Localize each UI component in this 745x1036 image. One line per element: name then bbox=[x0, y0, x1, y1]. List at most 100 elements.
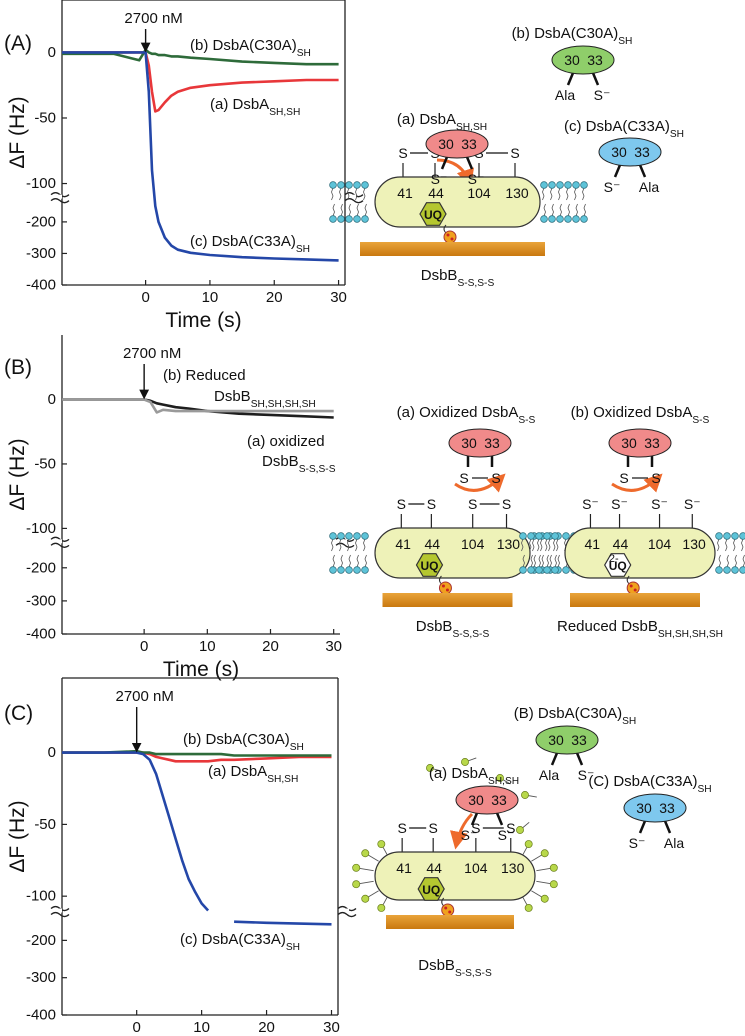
lipid-tail bbox=[566, 187, 570, 217]
protein-label: (a) Oxidized DsbAS-S bbox=[397, 404, 536, 426]
lipid-tail bbox=[363, 538, 367, 568]
lipid-tail bbox=[347, 187, 351, 217]
lipid-head bbox=[731, 532, 739, 540]
protein-label-part: SH bbox=[622, 716, 636, 727]
series-label-part: (a) DsbA bbox=[210, 96, 269, 113]
x-axis-title: Time (s) bbox=[163, 658, 239, 681]
residue-label: 30 bbox=[461, 435, 477, 451]
y-axis-title: ΔF (Hz) bbox=[6, 800, 29, 872]
lipid-tail bbox=[347, 538, 351, 568]
membrane-label: DsbBS-S,S-S bbox=[418, 957, 492, 979]
residue-label: 30 bbox=[636, 800, 652, 816]
lipid-head bbox=[516, 826, 524, 834]
lipid-head bbox=[540, 215, 548, 223]
lipid-head bbox=[337, 566, 345, 574]
lipid-head bbox=[527, 532, 535, 540]
lipid-head bbox=[329, 566, 337, 574]
lipid-head bbox=[353, 181, 361, 189]
thiol-label: S⁻ bbox=[498, 827, 515, 843]
lipid-tail bbox=[556, 538, 560, 568]
anchor-icon bbox=[626, 581, 640, 595]
lipid-head bbox=[548, 181, 556, 189]
membrane-label-part: DsbB bbox=[418, 957, 455, 974]
dsba-protein bbox=[608, 428, 672, 458]
membrane-label-part: S-S,S-S bbox=[457, 278, 494, 289]
dsba-protein bbox=[598, 137, 662, 167]
axis-break bbox=[50, 542, 70, 548]
dsba-protein bbox=[425, 129, 489, 159]
lipid-head bbox=[549, 880, 558, 889]
sulfur-label: S⁻ bbox=[611, 496, 628, 512]
membrane-label-part: DsbB bbox=[421, 267, 458, 284]
sulfur-label: S bbox=[429, 820, 438, 836]
series-label-part: SH,SH bbox=[269, 107, 300, 118]
sulfur-label: S bbox=[506, 820, 515, 836]
protein-label-part: SH bbox=[670, 129, 684, 140]
residue-label: 130 bbox=[501, 860, 525, 876]
dsba-protein bbox=[448, 428, 512, 458]
lipid-tail bbox=[331, 538, 335, 568]
x-tick-label: 30 bbox=[330, 289, 347, 306]
lipid-head bbox=[353, 566, 361, 574]
lipid-tail bbox=[574, 187, 578, 217]
series-label: (c) DsbA(C33A)SH bbox=[190, 233, 310, 255]
lipid-head bbox=[580, 215, 588, 223]
thiol-label: S⁻ bbox=[594, 87, 611, 103]
annotation: 2700 nM bbox=[115, 688, 173, 705]
y-tick-label: -100 bbox=[26, 520, 56, 537]
lipid-tail bbox=[339, 187, 343, 217]
sulfur-label: S bbox=[397, 496, 406, 512]
series-label: (b) DsbA(C30A)SH bbox=[183, 731, 304, 753]
dsba-protein bbox=[535, 725, 599, 755]
residue-label: 41 bbox=[584, 536, 600, 552]
lipid-tail bbox=[733, 538, 737, 568]
protein-label-part: S-S bbox=[692, 415, 709, 426]
lipid-tail bbox=[542, 187, 546, 217]
y-tick-label: -50 bbox=[34, 816, 56, 833]
lipid-head bbox=[337, 215, 345, 223]
y-tick-label: -100 bbox=[26, 175, 56, 192]
lipid-head bbox=[361, 532, 369, 540]
thiol-bond bbox=[465, 156, 474, 170]
protein-label-part: (a) DsbA bbox=[429, 765, 488, 782]
lipid-tail bbox=[532, 538, 536, 568]
lipid-head bbox=[551, 532, 559, 540]
protein-label-part: S-S bbox=[518, 415, 535, 426]
thiol-label: Ala bbox=[664, 835, 684, 851]
anchor-icon-dot bbox=[448, 910, 452, 914]
residue-label: 33 bbox=[659, 800, 675, 816]
series-label-part: (a) DsbA bbox=[208, 763, 267, 780]
lipid-head bbox=[329, 181, 337, 189]
lipid-head bbox=[377, 840, 386, 849]
thiol-label: S⁻ bbox=[468, 171, 485, 187]
lipid-head bbox=[723, 566, 731, 574]
axis-break-gap bbox=[58, 194, 62, 199]
protein-label-part: (b) DsbA(C30A) bbox=[512, 25, 619, 42]
x-tick-label: 10 bbox=[199, 638, 216, 655]
lipid-tail bbox=[355, 187, 359, 217]
membrane-label-part: S-S,S-S bbox=[452, 629, 489, 640]
residue-label: 33 bbox=[644, 435, 660, 451]
thiol-label: S⁻ bbox=[578, 767, 595, 783]
y-tick-label: -400 bbox=[26, 277, 56, 294]
x-tick-label: 0 bbox=[140, 638, 148, 655]
residue-label: 30 bbox=[621, 435, 637, 451]
lipid-head bbox=[527, 566, 535, 574]
lipid-head bbox=[731, 566, 739, 574]
lipid-tail bbox=[548, 538, 552, 568]
lipid-head bbox=[426, 764, 434, 772]
lipid-tail bbox=[550, 187, 554, 217]
thiol-bond bbox=[566, 72, 575, 86]
sulfur-label: S bbox=[398, 145, 407, 161]
sulfur-label: S bbox=[502, 496, 511, 512]
x-tick-label: 0 bbox=[133, 1019, 141, 1036]
axis-break bbox=[335, 542, 355, 548]
lipid-tail bbox=[331, 187, 335, 217]
residue-label: 104 bbox=[648, 536, 672, 552]
thiol-label: S⁻ bbox=[604, 179, 621, 195]
lipid-tail bbox=[363, 187, 367, 217]
lipid-head bbox=[562, 566, 570, 574]
series-label: (c) DsbA(C33A)SH bbox=[180, 931, 300, 953]
axis-break bbox=[50, 911, 70, 918]
quinone-charge: 2- bbox=[609, 553, 619, 565]
